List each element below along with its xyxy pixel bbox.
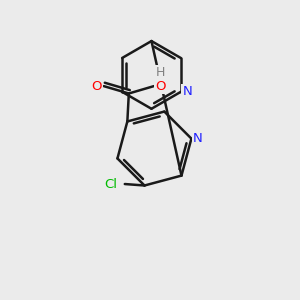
Text: O: O xyxy=(91,80,102,93)
Text: H: H xyxy=(156,66,165,80)
Text: N: N xyxy=(193,132,203,145)
Text: N: N xyxy=(182,85,192,98)
Text: Cl: Cl xyxy=(105,178,118,190)
Text: O: O xyxy=(155,80,166,93)
